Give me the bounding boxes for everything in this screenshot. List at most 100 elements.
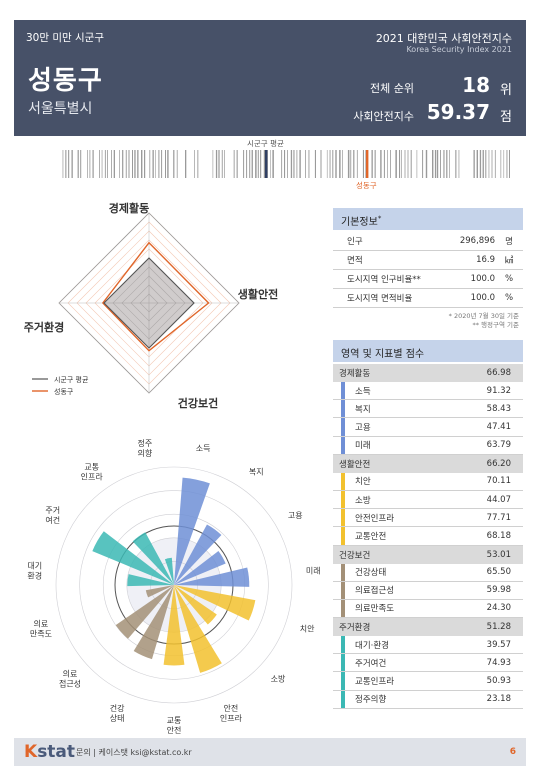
strip-tick: [137, 150, 139, 178]
strip-tick: [350, 150, 352, 178]
score-indicator-row: 교통안전 68.18: [333, 527, 523, 546]
indicator-name: 고용: [355, 422, 371, 433]
indicator-color-bar: [341, 400, 345, 418]
polar-bar: [174, 550, 226, 585]
logo-rest: stat: [37, 742, 76, 762]
strip-tick: [176, 150, 178, 178]
strip-tick: [194, 150, 195, 178]
indicator-name: 주거여건: [355, 658, 387, 669]
strip-tick: [101, 150, 103, 178]
strip-tick: [251, 150, 253, 178]
polar-bar: [174, 585, 217, 625]
strip-bars: [62, 150, 510, 178]
indicator-score: 63.79: [486, 440, 511, 451]
strip-tick: [299, 150, 301, 178]
indicator-color-bar: [341, 418, 345, 436]
strip-tick: [365, 150, 367, 178]
strip-tick: [449, 150, 450, 178]
strip-tick: [87, 150, 88, 178]
polar-bar: [174, 567, 250, 587]
strip-tick: [260, 150, 262, 178]
score-indicator-row: 고용 47.41: [333, 418, 523, 437]
strip-avg-label: 시군구 평균: [247, 139, 284, 148]
info-unit: %: [504, 293, 514, 303]
strip-tick: [432, 150, 434, 178]
strip-tick: [65, 150, 67, 178]
index-title-kr: 2021 대한민국 사회안전지수: [375, 32, 512, 45]
score-indicator-row: 대기·환경 39.57: [333, 636, 523, 655]
indicator-color-bar: [341, 490, 345, 509]
strip-tick: [491, 150, 493, 178]
score-indicator-row: 안전인프라 77.71: [333, 509, 523, 528]
score-indicator-row: 치안 70.11: [333, 472, 523, 491]
strip-tick: [62, 150, 64, 178]
indicator-name: 교통안전: [355, 531, 387, 542]
indicator-name: 건강상태: [355, 568, 387, 579]
strip-tick: [440, 150, 441, 178]
indicator-name: 의료접근성: [355, 586, 395, 597]
indicator-score: 24.30: [486, 603, 511, 614]
polar-label: 복지: [249, 468, 264, 477]
score-indicator-row: 교통인프라 50.93: [333, 672, 523, 691]
category-score: 53.01: [486, 549, 511, 560]
polar-grid-ring: [55, 466, 293, 704]
indicator-score: 39.57: [486, 639, 511, 650]
indicator-name: 미래: [355, 441, 371, 452]
info-row: 인구 296,896 명: [333, 232, 523, 251]
strip-tick: [236, 150, 238, 178]
strip-tick: [407, 150, 409, 178]
strip-tick: [374, 150, 376, 178]
polar-label: 주거 여건: [45, 506, 60, 525]
strip-tick: [99, 150, 100, 178]
strip-tick: [339, 150, 341, 178]
category-score: 66.20: [486, 458, 511, 469]
strip-tick: [155, 150, 156, 178]
indicator-score: 77.71: [486, 512, 511, 523]
info-label: 도시지역 면적비율: [347, 294, 413, 304]
indicator-name: 대기·환경: [355, 640, 389, 651]
score-category-row: 주거환경 51.28: [333, 618, 523, 637]
strip-tick: [141, 150, 143, 178]
polar-label: 미래: [306, 566, 321, 575]
strip-tick: [485, 150, 487, 178]
strip-tick: [68, 150, 70, 178]
strip-tick: [255, 150, 257, 178]
score-unit: 점: [500, 110, 512, 125]
strip-tick: [494, 150, 496, 178]
strip-tick: [446, 150, 448, 178]
strip-tick: [270, 150, 271, 178]
strip-tick: [509, 150, 510, 178]
category-name: 경제활동: [339, 369, 371, 379]
strip-tick: [287, 150, 288, 178]
strip-tick: [482, 150, 484, 178]
indicator-name: 치안: [355, 477, 371, 488]
header-banner: 30만 미만 시군구 2021 대한민국 사회안전지수 Korea Securi…: [14, 20, 526, 136]
strip-tick: [383, 150, 385, 178]
strip-tick: [152, 150, 154, 178]
strip-tick: [107, 150, 108, 178]
strip-tick: [249, 150, 251, 178]
strip-tick: [362, 150, 364, 178]
radar-axis-label-health: 건강보건: [178, 396, 218, 410]
strip-tick: [104, 150, 106, 178]
strip-tick: [158, 150, 160, 178]
polar-bar: [174, 585, 256, 621]
rank-unit: 위: [500, 83, 512, 98]
legend-avg-label: 시군구 평균: [54, 375, 89, 384]
strip-tick: [284, 150, 286, 178]
polar-bar: [174, 585, 222, 673]
strip-tick: [401, 150, 402, 178]
radar-axis-label-housing: 주거환경: [24, 320, 64, 334]
strip-tick: [458, 150, 460, 178]
indicator-color-bar: [341, 509, 345, 527]
strip-tick: [71, 150, 73, 178]
info-row: 도시지역 면적비율 100.0 %: [333, 289, 523, 308]
info-unit: %: [504, 274, 514, 284]
strip-tick: [371, 150, 373, 178]
info-note-admin: ** 행정구역 기준: [472, 321, 519, 329]
score-indicator-row: 건강상태 65.50: [333, 563, 523, 582]
score-category-row: 경제활동 66.98: [333, 364, 523, 382]
score-indicator-row: 소방 44.07: [333, 490, 523, 510]
polar-label: 정주 의향: [138, 438, 153, 458]
basic-info-table: 인구 296,896 명 면적 16.9 ㎢ 도시지역 인구비율** 100.0…: [333, 232, 523, 308]
